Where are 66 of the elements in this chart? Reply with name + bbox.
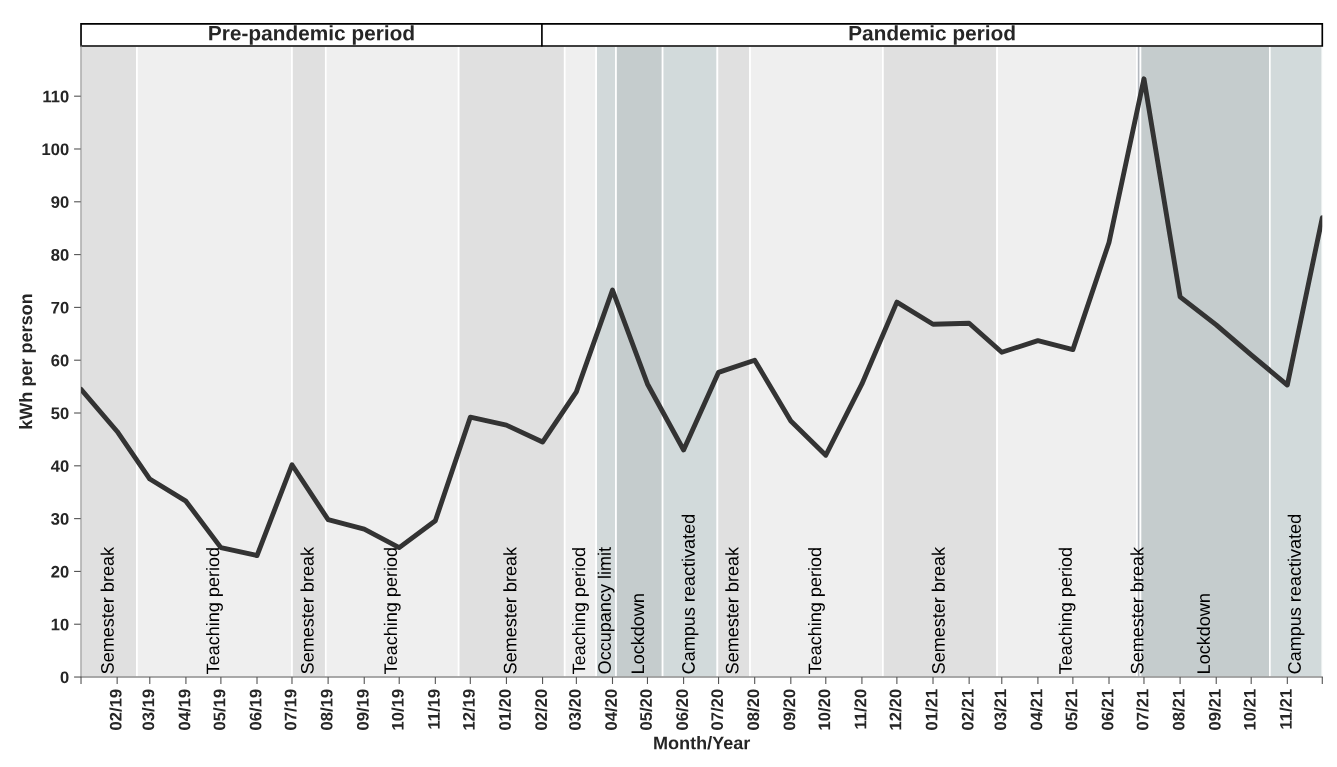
x-tick-label: 09/19 xyxy=(356,689,369,730)
x-tick-label: 08/21 xyxy=(1172,689,1185,730)
x-tick-label: 06/21 xyxy=(1101,689,1114,730)
x-tick-label: 05/21 xyxy=(1065,689,1078,730)
x-axis-title: Month/Year xyxy=(654,736,751,750)
y-tick-label: 110 xyxy=(43,90,69,103)
x-tick-label: 03/20 xyxy=(568,689,582,730)
x-tick-label: 05/20 xyxy=(639,689,653,730)
band-label: Semester break xyxy=(503,546,517,674)
x-tick-label: 07/20 xyxy=(710,689,724,730)
band-label: Lockdown xyxy=(630,594,645,673)
x-tick-label: 11/19 xyxy=(427,689,440,729)
y-tick-label: 20 xyxy=(51,565,69,578)
x-tick-label: 04/19 xyxy=(178,689,191,730)
x-tick-label: 03/21 xyxy=(994,689,1007,730)
x-tick-label: 10/19 xyxy=(391,689,404,730)
x-tick-label: 01/21 xyxy=(925,689,938,730)
x-tick-label: 07/21 xyxy=(1136,689,1149,730)
y-tick-label: 90 xyxy=(51,196,69,208)
y-tick-label: 40 xyxy=(50,460,69,473)
band-label: Semester break xyxy=(1130,546,1144,674)
x-tick-label: 09/20 xyxy=(783,689,796,730)
band-label: Semester break xyxy=(725,546,739,674)
band-label: Semester break xyxy=(931,546,945,674)
x-tick-label: 08/20 xyxy=(746,689,760,730)
band-label: Semester break xyxy=(100,546,114,674)
y-tick-label: 70 xyxy=(51,301,69,314)
band-label: Teaching period xyxy=(206,548,223,674)
x-tick-label: 12/19 xyxy=(462,689,475,730)
x-tick-label: 09/21 xyxy=(1208,689,1221,730)
x-tick-label: 06/20 xyxy=(675,689,689,730)
x-tick-label: 06/19 xyxy=(249,689,262,730)
x-tick-label: 04/20 xyxy=(604,689,618,730)
x-tick-label: 10/20 xyxy=(818,689,831,730)
x-tick-label: 12/20 xyxy=(889,689,902,730)
band-label: Campus reactivated xyxy=(1287,514,1305,674)
band-label: Semester break xyxy=(300,546,314,674)
band-label: Campus reactivated xyxy=(681,514,699,674)
x-tick-label: 05/19 xyxy=(213,689,226,730)
y-tick-label: 60 xyxy=(51,354,69,367)
x-tick-label: 11/21 xyxy=(1279,689,1292,729)
x-tick-label: 04/21 xyxy=(1030,689,1043,730)
x-tick-label: 11/20 xyxy=(854,689,867,729)
band-label: Teaching period xyxy=(1058,548,1076,674)
x-tick-label: 03/19 xyxy=(142,689,155,730)
y-tick-label: 0 xyxy=(60,671,69,684)
x-tick-label: 10/21 xyxy=(1243,689,1256,730)
y-tick-label: 10 xyxy=(51,618,69,631)
y-tick-label: 30 xyxy=(51,513,69,525)
x-tick-label: 07/19 xyxy=(284,689,297,730)
x-tick-label: 01/20 xyxy=(498,689,512,730)
x-tick-label: 02/20 xyxy=(534,689,548,730)
y-tick-label: 50 xyxy=(51,407,69,420)
y-tick-label: 80 xyxy=(51,249,69,261)
text: Pandemic period xyxy=(849,25,1015,45)
x-tick-label: 08/19 xyxy=(320,689,333,730)
band-label: Teaching period xyxy=(383,548,401,674)
x-tick-label: 02/21 xyxy=(961,689,974,730)
text: Pre-pandemic period xyxy=(209,25,414,45)
band-label: Teaching period xyxy=(808,548,825,674)
y-tick-label: 100 xyxy=(42,143,69,156)
band-label: Teaching period xyxy=(572,548,589,674)
band-label: Occupancy limit xyxy=(597,547,615,674)
band-label: Lockdown xyxy=(1196,594,1211,673)
x-tick-label: 02/19 xyxy=(109,689,122,730)
y-axis-title: kWh per person xyxy=(19,294,36,429)
